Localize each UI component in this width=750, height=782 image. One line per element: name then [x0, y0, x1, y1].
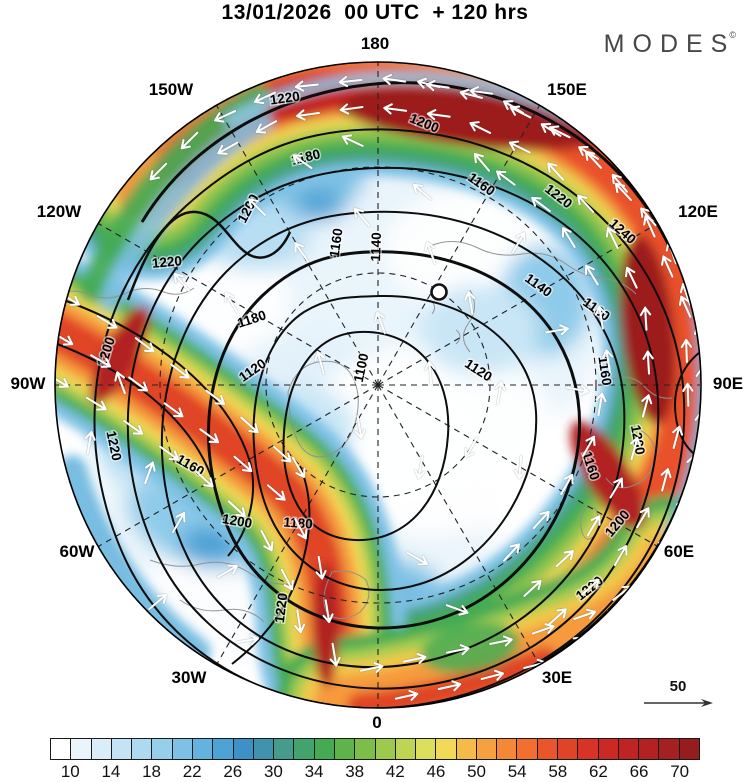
graticule [55, 62, 701, 708]
circle-marker [430, 283, 448, 301]
colorbar-cell [679, 739, 699, 759]
chart-title: 13/01/2026 00 UTC + 120 hrs [221, 1, 529, 24]
copyright-mark: © [729, 30, 736, 40]
colorbar-tick: 46 [426, 762, 446, 781]
colorbar-cell [375, 739, 396, 759]
colorbar-cell [476, 739, 498, 759]
contour-label: 1220 [269, 89, 301, 108]
colorbar-cell [416, 739, 437, 759]
colorbar-tick: 34 [304, 762, 324, 781]
colorbar-cell [558, 739, 579, 759]
colorbar-tick: 22 [182, 762, 202, 781]
longitude-label: 30W [171, 668, 207, 687]
colorbar-tick: 38 [345, 762, 365, 781]
colorbar-cell [618, 739, 640, 759]
colorbar-cell [497, 739, 518, 759]
longitude-label: 30E [541, 668, 573, 687]
colorbar-cell [456, 739, 477, 759]
modes-logo-text: MODES [603, 30, 736, 58]
colorbar-cell [395, 739, 417, 759]
colorbar-cell [71, 739, 92, 759]
colorbar-tick: 14 [101, 762, 121, 781]
colorbar-cell [436, 739, 457, 759]
colorbar-cell [132, 739, 153, 759]
contour-label: 1160 [327, 227, 346, 258]
longitude-label: 60W [59, 542, 95, 561]
colorbar-cell [91, 739, 112, 759]
longitude-label: 60E [663, 542, 695, 561]
colorbar-tick: 42 [385, 762, 405, 781]
colorbar-cell [294, 739, 315, 759]
colorbar-cell [152, 739, 173, 759]
longitude-label: 150W [148, 80, 194, 99]
colorbar-cell [172, 739, 193, 759]
reference-vector-arrowhead [701, 699, 713, 707]
colorbar-tick: 30 [263, 762, 283, 781]
longitude-label: 180 [360, 34, 390, 53]
colorbar-tick: 10 [60, 762, 80, 781]
colorbar-tick: 26 [223, 762, 243, 781]
reference-vector-label: 50 [670, 678, 687, 695]
colorbar-cell [659, 739, 680, 759]
contour-label: 1220 [272, 592, 291, 624]
colorbar-cell [598, 739, 619, 759]
colorbar-tick: 18 [142, 762, 162, 781]
longitude-label: 150E [547, 80, 587, 99]
colorbar-tick: 62 [588, 762, 608, 781]
colorbar-cell [578, 739, 599, 759]
colorbar-cell [233, 739, 254, 759]
colorbar-cell [355, 739, 376, 759]
colorbar [50, 738, 700, 760]
contour-label: 1160 [595, 355, 614, 386]
longitude-label: 90W [10, 374, 46, 393]
colorbar-cell [274, 739, 295, 759]
colorbar-cell [314, 739, 335, 759]
modes-logo: MODES© [604, 30, 736, 59]
contour-label: 1220 [151, 253, 182, 271]
colorbar-cell [537, 739, 559, 759]
colorbar-cell [639, 739, 660, 759]
map-rim [54, 61, 702, 709]
colorbar-cell [253, 739, 275, 759]
colorbar-tick: 50 [467, 762, 487, 781]
contour-label: 1140 [368, 232, 384, 262]
longitude-label: 120E [678, 202, 718, 221]
colorbar-cell [51, 739, 72, 759]
longitude-label: 0 [372, 713, 382, 732]
longitude-label: 120W [36, 202, 82, 221]
colorbar-tick: 66 [629, 762, 649, 781]
reference-vector: 50 [644, 678, 713, 707]
wind-arrow [602, 619, 629, 641]
colorbar-tick: 58 [548, 762, 568, 781]
colorbar-tick: 54 [507, 762, 527, 781]
colorbar-cell [517, 739, 538, 759]
colorbar-cell [192, 739, 214, 759]
colorbar-tick: 70 [670, 762, 690, 781]
colorbar-cell [334, 739, 356, 759]
longitude-label: 90E [712, 374, 744, 393]
colorbar-cell [213, 739, 234, 759]
colorbar-cell [111, 739, 133, 759]
